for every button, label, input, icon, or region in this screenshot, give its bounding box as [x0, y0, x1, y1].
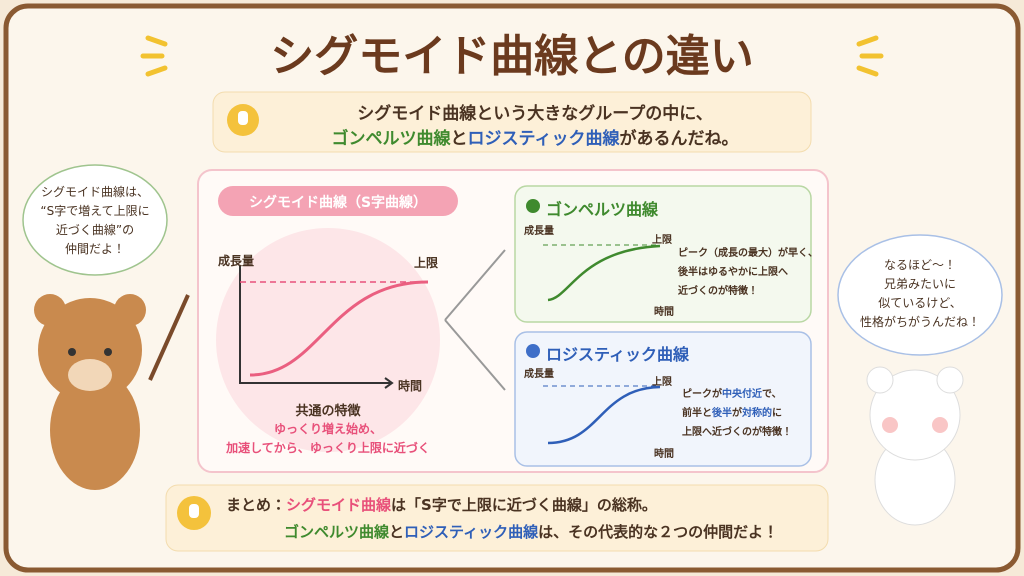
decoration: [882, 417, 898, 433]
decoration: [145, 35, 168, 47]
decoration: [866, 366, 894, 394]
decoration: [514, 331, 812, 467]
decoration: [526, 199, 540, 213]
text: ロジスティック曲線: [404, 523, 539, 541]
text: と: [702, 408, 712, 419]
logistic-title: ロジスティック曲線: [546, 345, 690, 364]
text: 似ているけど、: [878, 296, 962, 310]
decoration: [68, 359, 112, 391]
logistic-note: ピークが中央付近で、 前半と後半が対称的に 上限へ近づくのが特徴！: [682, 385, 792, 442]
decoration: [547, 385, 661, 445]
text: 対称的: [742, 408, 772, 419]
gompertz-note: ピーク（成長の最大）が早く、 後半はゆるやかに上限へ 近づくのが特徴！: [678, 244, 818, 301]
decoration: [140, 35, 884, 77]
intro-line: シグモイド曲線という大きなグループの中に、: [357, 104, 713, 124]
axis-label: 時間: [654, 449, 674, 460]
text: 兄弟みたいに: [883, 277, 956, 291]
text: なるほど〜！: [883, 258, 956, 272]
text: に: [772, 408, 782, 419]
text: で、: [762, 389, 782, 400]
decoration: [249, 280, 429, 377]
decoration: [866, 366, 964, 526]
decoration: [212, 91, 812, 153]
text: 後半: [712, 408, 732, 419]
text: は「S字で上限に近づく曲線」の総称。: [391, 496, 657, 514]
decoration: [50, 370, 140, 490]
text: 近づく曲線”の: [55, 223, 135, 237]
text: があるんだね。: [619, 129, 739, 149]
text: ゴンペルツ曲線: [284, 523, 390, 541]
text: は、その代表的な２つの仲間だよ！: [538, 523, 779, 541]
sigmoid-label: シグモイド曲線（S字曲線）: [248, 195, 428, 211]
decoration: [165, 484, 829, 552]
speech-left: シグモイド曲線は、 “S字で増えて上限に 近づく曲線”の 仲間だよ！: [28, 183, 162, 259]
axis-label: 成長量: [524, 369, 554, 380]
limit-label: 上限: [652, 377, 672, 388]
text: ピーク（成長の最大）が早く、: [678, 248, 818, 259]
gompertz-title: ゴンペルツ曲線: [546, 200, 659, 219]
decoration: [869, 369, 961, 461]
decoration: [104, 348, 112, 356]
text: ゴンペルツ曲線: [331, 129, 451, 149]
decoration: [856, 65, 879, 77]
text: 加速してから、ゆっくり上限に近づく: [226, 441, 430, 455]
feature-title: 共通の特徴: [295, 404, 361, 419]
decoration: [837, 234, 1003, 356]
text: 仲間だよ！: [64, 242, 125, 256]
decoration: [68, 348, 76, 356]
decoration: [145, 65, 168, 77]
decoration: [148, 294, 190, 381]
decoration: [34, 294, 146, 490]
text: ゆっくり増え始め、: [273, 422, 382, 436]
decoration: [239, 265, 390, 384]
text: 近づくのが特徴！: [678, 286, 758, 297]
decoration: [218, 186, 458, 216]
decoration: [932, 417, 948, 433]
text: シグモイド曲線: [286, 496, 392, 514]
decoration: 前半と後半が対称的に: [682, 404, 792, 423]
title: シグモイド曲線との違い: [270, 31, 754, 82]
text: 前半: [682, 408, 702, 419]
decoration: [526, 344, 540, 358]
text: 性格がちがうんだね！: [859, 315, 980, 329]
summary-line: まとめ：シグモイド曲線は「S字で上限に近づく曲線」の総称。: [226, 494, 657, 515]
limit-label: 上限: [414, 256, 439, 270]
text: ロジスティック曲線: [467, 129, 620, 149]
axis-label: 時間: [398, 379, 423, 393]
decoration: [444, 249, 506, 391]
summary-line: ゴンペルツ曲線とロジスティック曲線は、その代表的な２つの仲間だよ！: [284, 521, 778, 542]
decoration: [114, 294, 146, 326]
decoration: [216, 228, 440, 452]
decoration: [384, 377, 394, 389]
limit-label: 上限: [652, 235, 672, 246]
axis-label: 成長量: [524, 226, 554, 237]
speech-right: なるほど〜！ 兄弟みたいに 似ているけど、性格がちがうんだね！: [845, 256, 995, 332]
feature: ゆっくり増え始め、加速してから、ゆっくり上限に近づく: [208, 420, 448, 458]
text: まとめ：: [226, 496, 287, 514]
text: と: [389, 523, 405, 541]
decoration: [936, 366, 964, 394]
decoration: [514, 185, 812, 323]
decoration: [238, 111, 248, 125]
decoration: [22, 164, 168, 276]
intro-line: ゴンペルツ曲線とロジスティック曲線があるんだね。: [265, 124, 805, 149]
decoration: ピークが中央付近で、: [682, 385, 792, 404]
axis-label: 成長量: [218, 254, 255, 268]
decoration: [38, 298, 142, 402]
text: 中央付近: [722, 389, 762, 400]
decoration: [189, 504, 199, 518]
text: が: [732, 408, 742, 419]
text: 上限へ近づくのが特徴！: [682, 427, 792, 438]
decoration: [34, 294, 66, 326]
axis-label: 時間: [654, 307, 674, 318]
decoration: [547, 244, 661, 302]
text: “S字で増えて上限に: [40, 204, 150, 218]
text: 後半はゆるやかに上限へ: [678, 267, 788, 278]
decoration: [856, 35, 879, 47]
text: ピークが: [682, 389, 722, 400]
text: シグモイド曲線は、: [40, 185, 149, 199]
text: と: [450, 129, 468, 149]
